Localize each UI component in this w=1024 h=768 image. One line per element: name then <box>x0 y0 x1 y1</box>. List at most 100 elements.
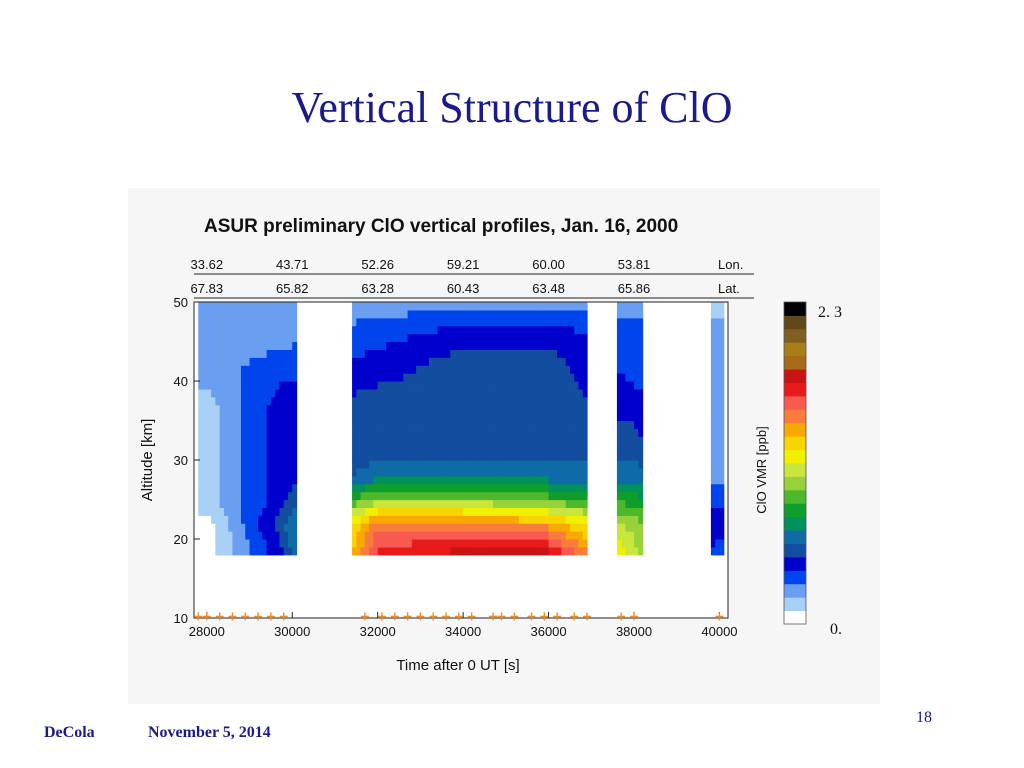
heatmap-cell <box>433 420 439 429</box>
heatmap-cell <box>236 309 242 319</box>
heatmap-cell <box>552 349 558 358</box>
top-axis-tick-label: 67.83 <box>191 281 224 296</box>
heatmap-cell <box>501 467 507 477</box>
heatmap-cell <box>518 317 524 327</box>
heatmap-cell <box>710 475 716 485</box>
colorbar-swatch <box>784 342 806 357</box>
heatmap-cell <box>390 325 396 335</box>
heatmap-cell <box>522 325 528 335</box>
heatmap-cell <box>441 499 447 508</box>
heatmap-cell <box>356 428 362 437</box>
heatmap-cell <box>202 483 208 493</box>
heatmap-cell <box>454 539 460 548</box>
heatmap-cell <box>616 333 622 343</box>
colorbar-swatch <box>784 395 806 410</box>
heatmap-cell <box>407 420 413 429</box>
heatmap-cell <box>390 507 396 516</box>
heatmap-cell <box>569 515 575 524</box>
heatmap-cell <box>446 381 451 390</box>
heatmap-cell <box>540 309 545 319</box>
heatmap-cell <box>428 436 434 445</box>
heatmap-cell <box>219 365 225 374</box>
heatmap-cell <box>450 499 456 508</box>
heatmap-cell <box>381 483 387 493</box>
heatmap-cell <box>531 460 537 469</box>
heatmap-cell <box>497 428 503 437</box>
heatmap-cell <box>493 539 498 548</box>
heatmap-cell <box>710 444 716 453</box>
heatmap-cell <box>364 341 370 350</box>
heatmap-cell <box>283 381 289 390</box>
heatmap-cell <box>266 309 272 319</box>
heatmap-cell <box>206 381 212 390</box>
heatmap-cell <box>407 546 413 556</box>
heatmap-cell <box>245 396 251 406</box>
heatmap-cell <box>501 483 507 493</box>
heatmap-cell <box>386 302 392 311</box>
heatmap-cell <box>403 388 409 398</box>
heatmap-cell <box>232 404 238 414</box>
heatmap-cell <box>638 388 644 398</box>
heatmap-cell <box>411 546 417 556</box>
heatmap-cell <box>574 483 580 493</box>
heatmap-cell <box>634 436 639 445</box>
heatmap-cell <box>292 365 298 374</box>
heatmap-cell <box>202 444 208 453</box>
heatmap-cell <box>223 309 229 319</box>
heatmap-cell <box>215 452 221 461</box>
heatmap-cell <box>420 452 426 461</box>
heatmap-cell <box>578 349 584 358</box>
heatmap-cell <box>488 507 494 516</box>
heatmap-cell <box>467 523 473 532</box>
heatmap-cell <box>407 349 413 358</box>
heatmap-cell <box>719 467 725 477</box>
heatmap-cell <box>420 420 426 429</box>
heatmap-cell <box>373 460 379 469</box>
heatmap-cell <box>403 420 409 429</box>
heatmap-cell <box>420 460 426 469</box>
heatmap-cell <box>544 404 550 414</box>
heatmap-cell <box>420 531 426 540</box>
heatmap-cell <box>373 499 379 508</box>
heatmap-cell <box>219 333 225 343</box>
heatmap-cell <box>518 302 524 311</box>
heatmap-cell <box>475 436 481 445</box>
heatmap-cell <box>578 475 584 485</box>
heatmap-cell <box>275 365 281 374</box>
heatmap-cell <box>377 499 383 508</box>
heatmap-cell <box>211 507 216 516</box>
heatmap-cell <box>719 546 725 556</box>
heatmap-cell <box>437 523 443 532</box>
heatmap-cell <box>373 452 379 461</box>
heatmap-cell <box>480 483 486 493</box>
heatmap-cell <box>475 539 481 548</box>
heatmap-cell <box>249 436 255 445</box>
heatmap-cell <box>552 381 558 390</box>
heatmap-cell <box>488 483 494 493</box>
heatmap-cell <box>493 388 498 398</box>
heatmap-cell <box>450 333 456 343</box>
heatmap-cell <box>211 428 216 437</box>
heatmap-cell <box>527 349 533 358</box>
heatmap-cell <box>497 412 503 422</box>
heatmap-cell <box>394 420 400 429</box>
heatmap-cell <box>206 539 212 548</box>
heatmap-cell <box>450 460 456 469</box>
heatmap-cell <box>215 365 221 374</box>
heatmap-cell <box>480 546 486 556</box>
heatmap-cell <box>202 546 208 556</box>
heatmap-cell <box>428 325 434 335</box>
heatmap-cell <box>616 460 622 469</box>
heatmap-cell <box>501 499 507 508</box>
heatmap-cell <box>505 381 511 390</box>
heatmap-cell <box>403 381 409 390</box>
heatmap-cell <box>621 523 627 532</box>
heatmap-cell <box>381 420 387 429</box>
heatmap-cell <box>510 302 515 311</box>
heatmap-cell <box>249 444 255 453</box>
heatmap-cell <box>561 531 567 540</box>
heatmap-cell <box>467 412 473 422</box>
heatmap-cell <box>510 309 515 319</box>
heatmap-cell <box>253 309 259 319</box>
heatmap-cell <box>616 444 622 453</box>
